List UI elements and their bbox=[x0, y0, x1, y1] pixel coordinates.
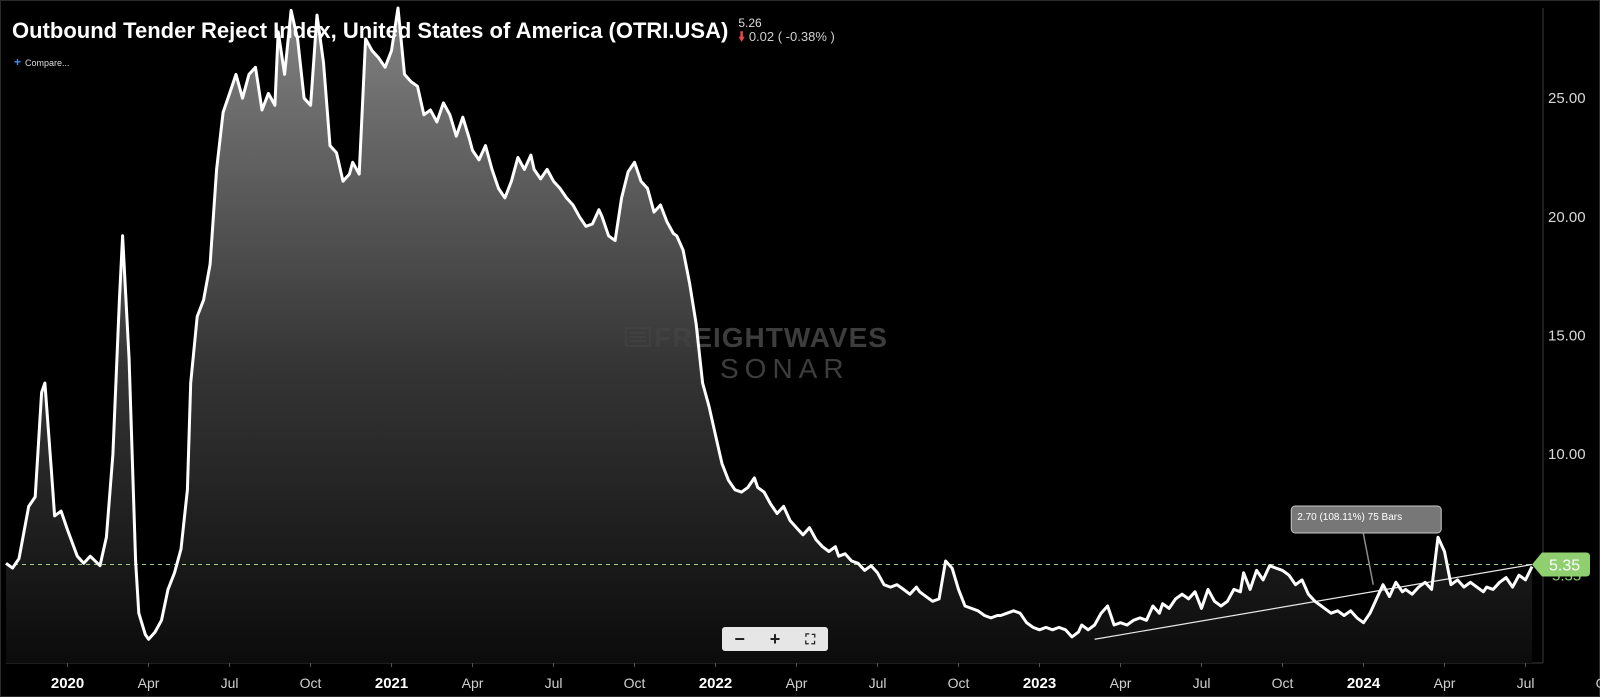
annotation-pointer bbox=[1362, 532, 1374, 585]
x-tick-label: Apr bbox=[1434, 675, 1456, 691]
x-tick-label: Oct bbox=[624, 675, 646, 691]
down-arrow-icon: 🠛 bbox=[738, 29, 745, 44]
x-tick-label: Jul bbox=[221, 675, 239, 691]
trendline-drawing[interactable] bbox=[1094, 563, 1533, 640]
x-tick-label: 2022 bbox=[699, 675, 732, 692]
change-display: 🠛 0.02 ( -0.38% ) bbox=[738, 30, 835, 44]
current-value-tag: 5.35 5.35 bbox=[1532, 552, 1590, 585]
watermark-line2: SONAR bbox=[720, 353, 850, 384]
y-tick-label: 10.00 bbox=[1548, 446, 1586, 463]
x-tick-label: 2020 bbox=[51, 675, 84, 692]
zoom-controls: − + ⛶ bbox=[722, 627, 828, 651]
zoom-in-button[interactable]: + bbox=[769, 629, 781, 649]
quote-block: 5.26 🠛 0.02 ( -0.38% ) bbox=[738, 16, 835, 44]
last-value: 5.26 bbox=[738, 16, 762, 30]
x-tick-label: Apr bbox=[138, 675, 160, 691]
price-tag-value: 5.35 bbox=[1549, 558, 1580, 575]
plus-icon: + bbox=[14, 55, 22, 69]
y-tick-label: 25.00 bbox=[1548, 90, 1586, 107]
x-tick-label: Oct bbox=[1272, 675, 1294, 691]
series-area bbox=[6, 8, 1532, 663]
y-tick-label: 15.00 bbox=[1548, 328, 1586, 345]
x-tick-label: Oct bbox=[948, 675, 970, 691]
chart-title: Outbound Tender Reject Index, United Sta… bbox=[12, 18, 729, 43]
x-tick-label: Jul bbox=[545, 675, 563, 691]
change-value: 0.02 ( -0.38% ) bbox=[748, 29, 835, 44]
x-tick-label: Apr bbox=[786, 675, 808, 691]
y-tick-label: 20.00 bbox=[1548, 209, 1586, 226]
x-tick-label: 2021 bbox=[375, 675, 408, 692]
measure-annotation[interactable]: 2.70 (108.11%) 75 Bars bbox=[1290, 505, 1442, 585]
x-tick-label: 2024 bbox=[1347, 675, 1381, 692]
series-line bbox=[5, 6, 1534, 641]
x-tick-label: Jul bbox=[869, 675, 887, 691]
annotation-box bbox=[1290, 505, 1442, 534]
x-tick-label: 2023 bbox=[1023, 675, 1056, 692]
fullscreen-icon[interactable]: ⛶ bbox=[805, 631, 816, 647]
zoom-out-button[interactable]: − bbox=[734, 629, 745, 649]
x-tick-label: Oct bbox=[1596, 675, 1600, 691]
x-tick-label: Oct bbox=[300, 675, 322, 691]
x-tick-label: Jul bbox=[1193, 675, 1211, 691]
x-tick-label: Apr bbox=[1110, 675, 1132, 691]
compare-label: Compare... bbox=[25, 58, 70, 68]
annotation-text: 2.70 (108.11%) 75 Bars bbox=[1297, 512, 1402, 523]
compare-button[interactable]: + Compare... bbox=[14, 55, 70, 69]
price-tag-shape bbox=[1532, 552, 1590, 577]
chart-header: Outbound Tender Reject Index, United Sta… bbox=[12, 16, 835, 44]
x-tick-label: Apr bbox=[462, 675, 484, 691]
x-tick-label: Jul bbox=[1517, 675, 1535, 691]
